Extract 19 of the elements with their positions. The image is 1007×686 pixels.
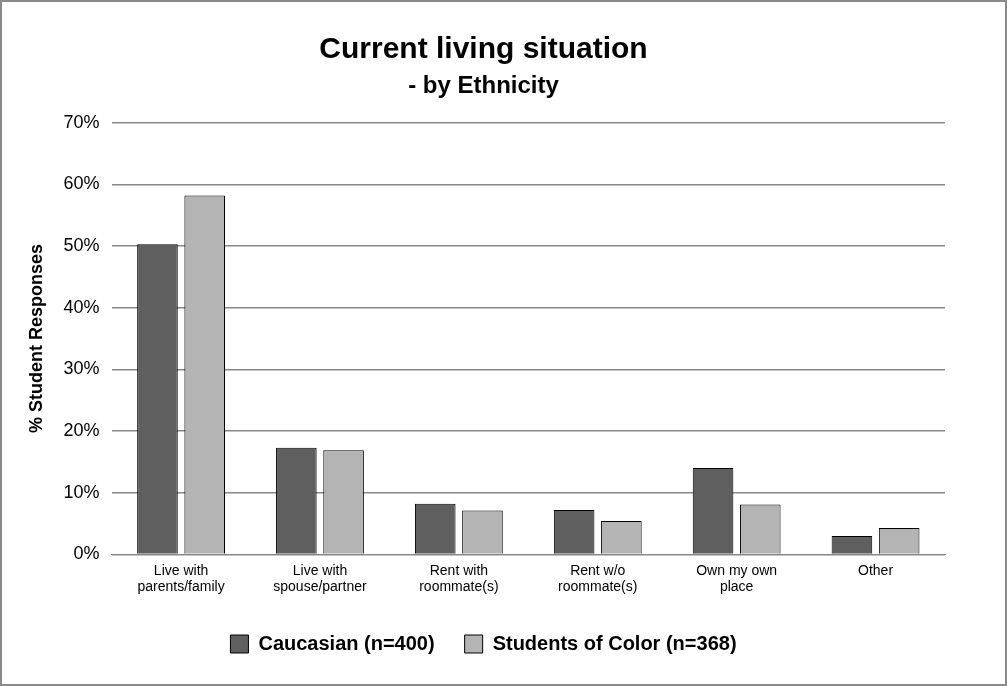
legend-label: Students of Color (n=368) xyxy=(492,631,737,654)
y-tick-label: 50% xyxy=(63,235,100,256)
x-tick-label: Rent with roommate(s) xyxy=(419,561,499,595)
x-tick-label: Live with parents/family xyxy=(137,561,225,595)
y-tick-label: 40% xyxy=(63,296,100,317)
x-tick-label: Other xyxy=(858,561,894,578)
y-tick-label: 70% xyxy=(63,111,100,132)
y-tick-label: 10% xyxy=(63,481,100,502)
x-tick-label: Live with spouse/partner xyxy=(273,561,367,595)
legend-label: Caucasian (n=400) xyxy=(258,631,435,654)
y-tick-label: 60% xyxy=(63,173,100,194)
chart-title: Current living situation xyxy=(319,31,648,65)
y-tick-label: 20% xyxy=(63,420,100,441)
x-tick-label: Rent w/o roommate(s) xyxy=(558,561,638,595)
x-tick-label: Own my own place xyxy=(696,561,778,595)
y-tick-label: 30% xyxy=(63,358,100,379)
y-tick-label: 0% xyxy=(73,543,100,564)
chart-subtitle: - by Ethnicity xyxy=(408,71,560,99)
y-axis-title: % Student Responses xyxy=(25,244,46,434)
